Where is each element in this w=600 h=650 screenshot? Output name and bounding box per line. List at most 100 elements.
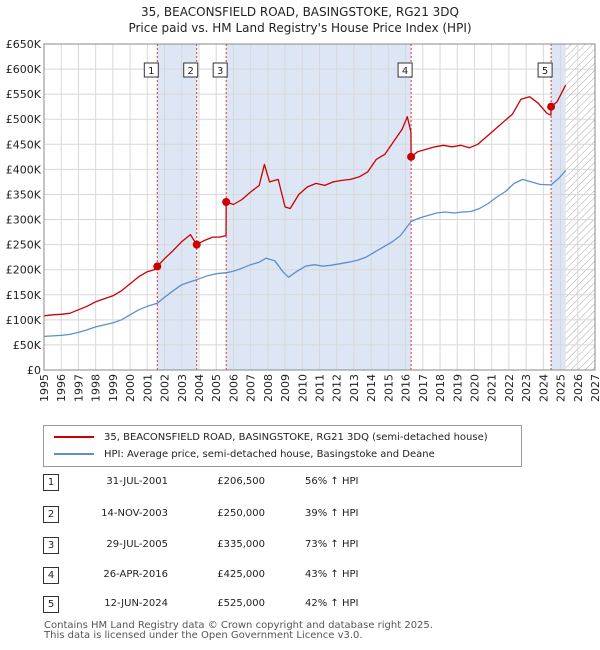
forecast-hatch: [565, 44, 595, 370]
x-tick-label: 2013: [348, 374, 361, 402]
transaction-row: 1 31-JUL-2001 £206,500 56% ↑ HPI: [43, 474, 563, 492]
transaction-hpi-change: 39% ↑ HPI: [305, 508, 359, 519]
sale-point: [407, 152, 416, 161]
legend-label-hpi: HPI: Average price, semi-detached house,…: [104, 448, 435, 460]
x-tick-label: 2006: [227, 374, 240, 402]
x-tick-label: 2020: [468, 374, 481, 402]
transaction-hpi-change: 42% ↑ HPI: [305, 598, 359, 609]
x-tick-label: 1995: [38, 374, 51, 402]
price-chart: 1 2 3 4 5 £0 £50K £100K £150K £200K £250K £300K £35…: [6, 38, 600, 402]
property-price-line: [43, 84, 567, 317]
y-tick-label: £50K: [13, 339, 42, 352]
x-tick-label: 2019: [451, 374, 464, 402]
hpi-line: [43, 169, 567, 338]
transaction-price: £250,000: [217, 508, 265, 519]
x-tick-label: 2000: [124, 374, 137, 402]
transaction-row: 3 29-JUL-2005 £335,000 73% ↑ HPI: [43, 537, 563, 555]
transaction-hpi-change: 56% ↑ HPI: [305, 476, 359, 487]
sale-number-box: [537, 62, 553, 78]
legend-swatch-hpi: [54, 453, 94, 455]
chart-subtitle: Price paid vs. HM Land Registry's House …: [128, 21, 472, 35]
legend-swatch-property: [54, 436, 94, 438]
x-tick-label: 1997: [72, 374, 85, 402]
plot-frame: [43, 43, 596, 371]
x-tick-label: 2007: [245, 374, 258, 402]
transaction-price: £425,000: [217, 569, 265, 580]
legend-item-property: 35, BEACONSFIELD ROAD, BASINGSTOKE, RG21…: [54, 430, 488, 444]
x-tick-label: 2026: [572, 374, 585, 402]
transaction-price: £206,500: [217, 476, 265, 487]
legend: 35, BEACONSFIELD ROAD, BASINGSTOKE, RG21…: [43, 425, 522, 467]
x-tick-label: 1999: [107, 374, 120, 402]
highlight-band: [551, 44, 566, 370]
transaction-date: 29-JUL-2005: [106, 539, 168, 550]
transaction-price: £335,000: [217, 539, 265, 550]
sale-number-label: 1: [148, 66, 154, 77]
chart-title: 35, BEACONSFIELD ROAD, BASINGSTOKE, RG21…: [141, 5, 459, 19]
transaction-date: 26-APR-2016: [103, 569, 168, 580]
transaction-hpi-change: 73% ↑ HPI: [305, 539, 359, 550]
y-tick-label: £250K: [6, 239, 42, 252]
x-tick-label: 2023: [520, 374, 533, 402]
highlight-band: [226, 44, 412, 370]
transaction-number: 4: [43, 567, 59, 584]
y-tick-label: £600K: [6, 63, 42, 76]
y-tick-label: £450K: [6, 138, 42, 151]
transaction-date: 12-JUN-2024: [104, 598, 168, 609]
y-tick-label: £550K: [6, 88, 42, 101]
y-tick-label: £650K: [6, 38, 42, 51]
y-tick-label: £200K: [6, 264, 42, 277]
sale-point: [192, 240, 201, 249]
x-tick-label: 2002: [159, 374, 172, 402]
x-tick-label: 2010: [296, 374, 309, 402]
transaction-row: 2 14-NOV-2003 £250,000 39% ↑ HPI: [43, 506, 563, 524]
sale-number-label: 5: [542, 66, 548, 77]
transaction-number: 2: [43, 506, 59, 523]
transaction-row: 5 12-JUN-2024 £525,000 42% ↑ HPI: [43, 596, 563, 614]
y-tick-label: £400K: [6, 163, 42, 176]
transaction-hpi-change: 43% ↑ HPI: [305, 569, 359, 580]
x-tick-label: 2008: [262, 374, 275, 402]
x-tick-label: 2003: [176, 374, 189, 402]
transaction-number: 3: [43, 537, 59, 554]
x-tick-label: 1996: [55, 374, 68, 402]
sale-number-box: [143, 62, 159, 78]
x-tick-label: 2017: [417, 374, 430, 402]
y-tick-label: £0: [27, 364, 41, 377]
y-tick-label: £100K: [6, 314, 42, 327]
sale-number-box: [183, 62, 199, 78]
sale-point: [547, 102, 556, 111]
x-tick-label: 2015: [382, 374, 395, 402]
transaction-date: 31-JUL-2001: [106, 476, 168, 487]
y-tick-label: £350K: [6, 188, 42, 201]
legend-item-hpi: HPI: Average price, semi-detached house,…: [54, 447, 435, 461]
sale-number-box: [212, 62, 228, 78]
footer-copyright: Contains HM Land Registry data © Crown c…: [44, 620, 433, 631]
x-tick-label: 2011: [314, 374, 327, 402]
x-tick-label: 2024: [537, 374, 550, 402]
x-tick-label: 2012: [331, 374, 344, 402]
x-tick-label: 2005: [210, 374, 223, 402]
transaction-number: 5: [43, 596, 59, 613]
transaction-row: 4 26-APR-2016 £425,000 43% ↑ HPI: [43, 567, 563, 585]
x-tick-label: 2016: [400, 374, 413, 402]
y-tick-label: £500K: [6, 113, 42, 126]
sale-number-label: 2: [188, 66, 194, 77]
y-tick-label: £150K: [6, 289, 42, 302]
legend-label-property: 35, BEACONSFIELD ROAD, BASINGSTOKE, RG21…: [104, 431, 488, 443]
sale-number-label: 4: [402, 66, 408, 77]
x-tick-label: 2009: [279, 374, 292, 402]
x-tick-label: 2027: [589, 374, 600, 402]
transaction-number: 1: [43, 474, 59, 491]
x-tick-label: 2001: [141, 374, 154, 402]
y-tick-label: £300K: [6, 214, 42, 227]
sale-point: [153, 262, 162, 271]
x-tick-label: 2004: [193, 374, 206, 402]
x-tick-label: 2025: [555, 374, 568, 402]
sale-number-label: 3: [217, 66, 223, 77]
footer-licence: This data is licensed under the Open Gov…: [44, 630, 363, 641]
transaction-date: 14-NOV-2003: [101, 508, 168, 519]
x-tick-label: 2018: [434, 374, 447, 402]
sale-point: [222, 197, 231, 206]
x-tick-label: 2022: [503, 374, 516, 402]
